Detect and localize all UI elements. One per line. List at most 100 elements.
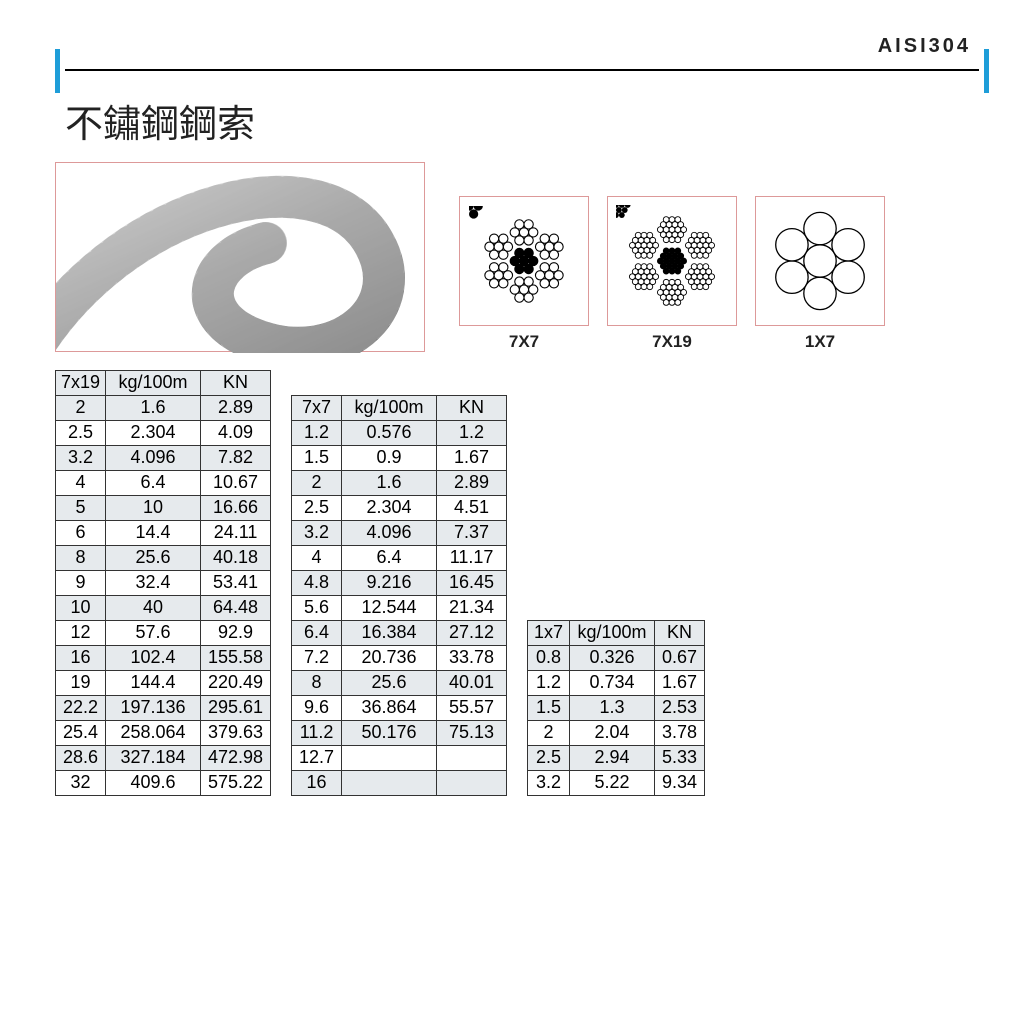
cross-section-diagrams: 7X7 bbox=[459, 196, 885, 352]
table-cell: 11.17 bbox=[437, 546, 507, 571]
diagram-1x7-box bbox=[755, 196, 885, 326]
table-cell: 472.98 bbox=[201, 746, 271, 771]
table-cell: 53.41 bbox=[201, 571, 271, 596]
table-cell: 7.2 bbox=[292, 646, 342, 671]
material-code: AISI304 bbox=[874, 35, 975, 58]
table-cell: 0.734 bbox=[570, 671, 655, 696]
table-cell: 40.01 bbox=[437, 671, 507, 696]
table-7x7: 7x7kg/100mKN1.20.5761.21.50.91.6721.62.8… bbox=[291, 395, 507, 796]
table-row: 1257.692.9 bbox=[56, 621, 271, 646]
table-row: 21.62.89 bbox=[56, 396, 271, 421]
table-cell: 32.4 bbox=[106, 571, 201, 596]
table-cell: 4.096 bbox=[342, 521, 437, 546]
table-cell: 2.53 bbox=[655, 696, 705, 721]
diagram-7x7-label: 7X7 bbox=[459, 332, 589, 352]
accent-right-bar bbox=[984, 49, 989, 93]
table-cell: 1.3 bbox=[570, 696, 655, 721]
table-cell: 3.2 bbox=[292, 521, 342, 546]
table-cell: 27.12 bbox=[437, 621, 507, 646]
product-photo bbox=[55, 162, 425, 352]
table-cell: 1.67 bbox=[655, 671, 705, 696]
table-cell: 102.4 bbox=[106, 646, 201, 671]
table-cell: 144.4 bbox=[106, 671, 201, 696]
table-cell: 12.544 bbox=[342, 596, 437, 621]
table-cell: 25.6 bbox=[106, 546, 201, 571]
table-header-cell: KN bbox=[437, 396, 507, 421]
table-cell: 295.61 bbox=[201, 696, 271, 721]
table-row: 51016.66 bbox=[56, 496, 271, 521]
table-cell: 12.7 bbox=[292, 746, 342, 771]
diagram-1x7: 1X7 bbox=[755, 196, 885, 352]
table-cell: 4 bbox=[292, 546, 342, 571]
table-cell: 9 bbox=[56, 571, 106, 596]
table-cell: 409.6 bbox=[106, 771, 201, 796]
table-cell: 2.5 bbox=[292, 496, 342, 521]
table-cell: 1.6 bbox=[342, 471, 437, 496]
table-cell: 3.2 bbox=[56, 446, 106, 471]
table-cell: 75.13 bbox=[437, 721, 507, 746]
table-cell: 5.22 bbox=[570, 771, 655, 796]
table-row: 11.250.17675.13 bbox=[292, 721, 507, 746]
table-cell: 327.184 bbox=[106, 746, 201, 771]
table-cell: 2.5 bbox=[528, 746, 570, 771]
table-row: 32409.6575.22 bbox=[56, 771, 271, 796]
table-row: 3.24.0967.82 bbox=[56, 446, 271, 471]
table-row: 825.640.01 bbox=[292, 671, 507, 696]
table-row: 614.424.11 bbox=[56, 521, 271, 546]
table-cell: 2.94 bbox=[570, 746, 655, 771]
table-row: 12.7 bbox=[292, 746, 507, 771]
table-cell: 1.2 bbox=[292, 421, 342, 446]
table-cell: 1.67 bbox=[437, 446, 507, 471]
table-cell: 1.2 bbox=[437, 421, 507, 446]
table-cell bbox=[342, 771, 437, 796]
table-cell: 36.864 bbox=[342, 696, 437, 721]
table-cell: 2.89 bbox=[201, 396, 271, 421]
table-cell: 2.5 bbox=[56, 421, 106, 446]
table-cell: 16.384 bbox=[342, 621, 437, 646]
table-cell: 32 bbox=[56, 771, 106, 796]
table-cell: 6 bbox=[56, 521, 106, 546]
table-cell: 1.5 bbox=[292, 446, 342, 471]
table-cell: 9.6 bbox=[292, 696, 342, 721]
table-cell: 57.6 bbox=[106, 621, 201, 646]
table-cell: 4.51 bbox=[437, 496, 507, 521]
table-cell: 4 bbox=[56, 471, 106, 496]
table-cell: 2.04 bbox=[570, 721, 655, 746]
table-cell: 4.096 bbox=[106, 446, 201, 471]
table-cell: 2.89 bbox=[437, 471, 507, 496]
table-cell: 258.064 bbox=[106, 721, 201, 746]
table-row: 1.20.7341.67 bbox=[528, 671, 705, 696]
table-row: 0.80.3260.67 bbox=[528, 646, 705, 671]
table-cell: 50.176 bbox=[342, 721, 437, 746]
table-cell: 1.5 bbox=[528, 696, 570, 721]
table-cell: 3.78 bbox=[655, 721, 705, 746]
table-7x19: 7x19kg/100mKN21.62.892.52.3044.093.24.09… bbox=[55, 370, 271, 796]
table-cell: 575.22 bbox=[201, 771, 271, 796]
table-cell: 197.136 bbox=[106, 696, 201, 721]
table-cell: 64.48 bbox=[201, 596, 271, 621]
table-cell: 16 bbox=[56, 646, 106, 671]
table-cell: 16.45 bbox=[437, 571, 507, 596]
table-row: 46.411.17 bbox=[292, 546, 507, 571]
images-row: 7X7 bbox=[55, 162, 989, 352]
table-cell: 220.49 bbox=[201, 671, 271, 696]
table-cell: 155.58 bbox=[201, 646, 271, 671]
table-row: 9.636.86455.57 bbox=[292, 696, 507, 721]
table-cell: 55.57 bbox=[437, 696, 507, 721]
tables-row: 7x19kg/100mKN21.62.892.52.3044.093.24.09… bbox=[55, 370, 989, 796]
table-row: 3.24.0967.37 bbox=[292, 521, 507, 546]
table-cell: 24.11 bbox=[201, 521, 271, 546]
diagram-7x19: 7X19 bbox=[607, 196, 737, 352]
table-cell: 40.18 bbox=[201, 546, 271, 571]
table-cell: 0.576 bbox=[342, 421, 437, 446]
table-cell: 20.736 bbox=[342, 646, 437, 671]
diagram-7x7-box bbox=[459, 196, 589, 326]
table-cell bbox=[437, 746, 507, 771]
table-row: 46.410.67 bbox=[56, 471, 271, 496]
table-header-cell: 7x19 bbox=[56, 371, 106, 396]
table-row: 22.2197.136295.61 bbox=[56, 696, 271, 721]
table-cell: 2 bbox=[528, 721, 570, 746]
table-row: 2.52.945.33 bbox=[528, 746, 705, 771]
table-cell: 25.4 bbox=[56, 721, 106, 746]
table-cell: 0.326 bbox=[570, 646, 655, 671]
